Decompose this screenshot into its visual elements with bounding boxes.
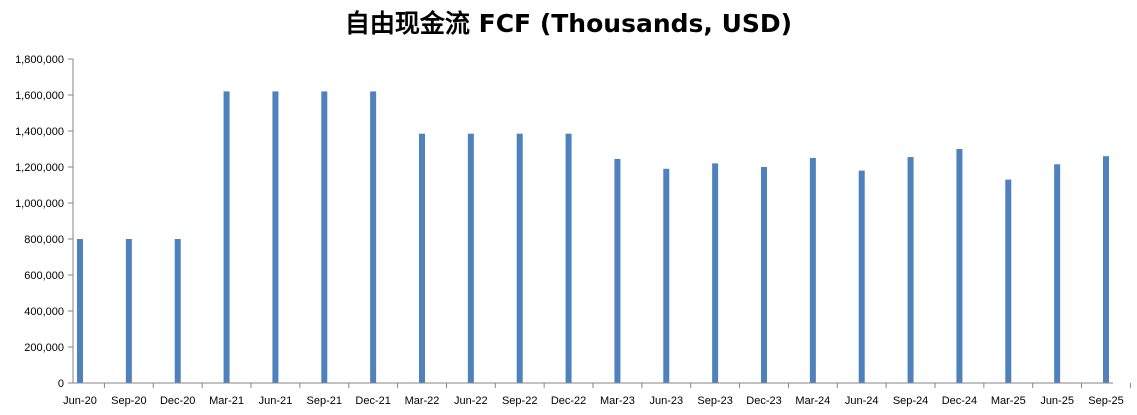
x-tick-label: Jun-20 <box>63 395 97 407</box>
x-tick-label: Mar-22 <box>405 395 440 407</box>
bar-dec-21 <box>370 91 377 384</box>
bar-jun-25 <box>1054 164 1061 383</box>
bar-sep-20 <box>125 239 132 383</box>
bar-jun-24 <box>858 170 865 383</box>
bar-sep-22 <box>516 133 523 383</box>
bar-jun-20 <box>77 239 83 383</box>
x-tick-label: Sep-25 <box>1088 395 1123 407</box>
x-tick-label: Jun-21 <box>259 395 293 407</box>
bar-sep-21 <box>321 91 328 384</box>
x-tick-label: Sep-22 <box>502 395 537 407</box>
bar-sep-25 <box>1103 156 1109 383</box>
x-tick-label: Mar-25 <box>991 395 1026 407</box>
y-tick-label: 600,000 <box>24 270 64 282</box>
y-tick-label: 200,000 <box>24 342 64 354</box>
y-tick-label: 1,000,000 <box>15 198 64 210</box>
x-tick-label: Dec-22 <box>551 395 586 407</box>
y-tick-label: 800,000 <box>24 234 64 246</box>
bars-group <box>77 91 1109 384</box>
bar-dec-23 <box>761 167 767 383</box>
x-tick-label: Sep-21 <box>307 395 342 407</box>
x-tick-label: Dec-24 <box>942 395 977 407</box>
x-tick-label: Sep-23 <box>697 395 732 407</box>
y-tick-label: 400,000 <box>24 306 64 318</box>
x-tick-label: Jun-22 <box>454 395 488 407</box>
bar-jun-22 <box>467 133 474 383</box>
y-axis-ticks: 0 200,000 400,000 600,000 800,000 1,000,000 1,… <box>15 54 73 390</box>
x-tick-label: Jun-24 <box>845 395 879 407</box>
x-tick-label: Mar-21 <box>209 395 244 407</box>
bar-mar-21 <box>223 91 230 384</box>
y-tick-label: 1,400,000 <box>15 126 64 138</box>
bar-sep-23 <box>712 163 719 383</box>
x-tick-label: Dec-23 <box>746 395 781 407</box>
y-tick-label: 1,600,000 <box>15 90 64 102</box>
x-tick-label: Sep-24 <box>893 395 928 407</box>
x-tick-label: Dec-20 <box>160 395 195 407</box>
x-tick-label: Jun-25 <box>1040 395 1074 407</box>
bar-jun-21 <box>272 91 279 384</box>
bar-jun-23 <box>663 168 670 383</box>
bar-mar-22 <box>419 133 425 383</box>
y-tick-label: 1,800,000 <box>15 54 64 66</box>
bar-dec-24 <box>956 149 963 383</box>
y-tick-label: 0 <box>58 378 64 390</box>
y-tick-label: 1,200,000 <box>15 162 64 174</box>
bar-dec-20 <box>174 239 181 383</box>
x-tick-label: Jun-23 <box>649 395 683 407</box>
x-tick-label: Mar-23 <box>600 395 635 407</box>
x-tick-label: Sep-20 <box>111 395 146 407</box>
bar-sep-24 <box>907 157 914 383</box>
bar-mar-23 <box>614 158 621 383</box>
x-axis-ticks: Jun-20 Sep-20 Dec-20 Mar-21 Jun-21 Sep-21 Dec-… <box>63 383 1131 407</box>
bar-mar-25 <box>1005 179 1012 383</box>
bar-dec-22 <box>565 133 572 383</box>
chart-title: 自由现金流 FCF (Thousands, USD) <box>344 9 793 38</box>
bar-mar-24 <box>809 158 816 383</box>
x-tick-label: Dec-21 <box>355 395 390 407</box>
x-tick-label: Mar-24 <box>795 395 830 407</box>
